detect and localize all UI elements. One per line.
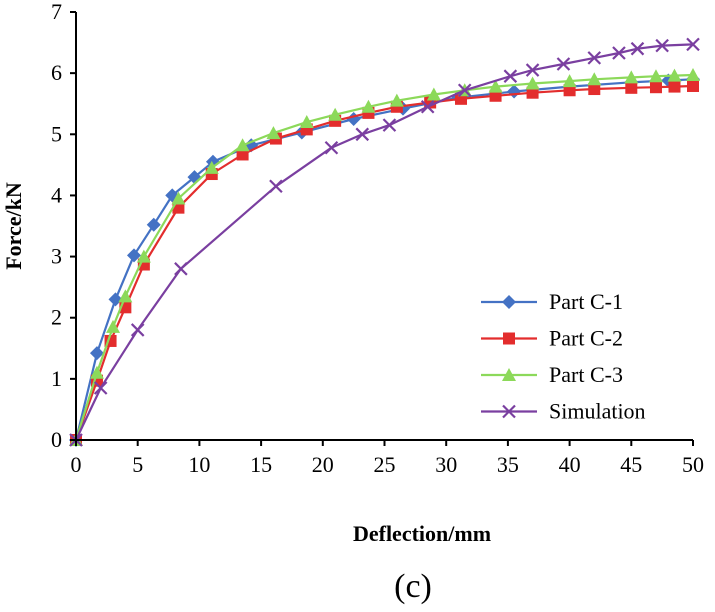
x-tick-label: 40: [559, 452, 581, 477]
data-point-simulation: [556, 57, 571, 71]
data-point-part-c-2: [588, 83, 601, 96]
data-point-simulation: [587, 51, 602, 65]
y-tick-label: 6: [51, 60, 62, 85]
x-tick-label: 50: [682, 452, 704, 477]
data-point-part-c-1: [108, 292, 123, 307]
data-point-part-c-3: [328, 107, 343, 121]
data-point-part-c-3: [299, 115, 314, 129]
data-point-part-c-1: [346, 112, 361, 126]
data-point-part-c-2: [489, 89, 502, 102]
data-point-part-c-3: [562, 74, 577, 88]
data-point-part-c-3: [361, 99, 376, 113]
data-point-part-c-2: [687, 79, 699, 92]
legend-item-part-c-3: Part C-3: [481, 362, 623, 387]
data-point-part-c-2: [236, 148, 249, 161]
data-point-part-c-3: [235, 138, 250, 152]
y-tick-label: 2: [51, 305, 62, 330]
data-point-simulation: [269, 179, 283, 194]
legend-marker: [502, 295, 516, 309]
series-simulation: [69, 37, 700, 447]
legend-label: Part C-2: [549, 326, 623, 351]
data-point-simulation: [130, 323, 145, 337]
data-point-simulation: [655, 38, 669, 53]
legend-label: Part C-1: [549, 289, 623, 314]
y-tick-label: 4: [51, 182, 62, 207]
data-point-part-c-3: [118, 289, 133, 303]
data-point-part-c-2: [668, 80, 681, 93]
data-point-simulation: [686, 37, 700, 52]
y-tick-label: 3: [51, 244, 62, 269]
legend-label: Simulation: [549, 399, 646, 424]
data-point-simulation: [355, 127, 370, 142]
legend-label: Part C-3: [549, 362, 623, 387]
data-point-part-c-3: [587, 72, 602, 86]
data-point-part-c-3: [89, 365, 104, 379]
data-point-part-c-3: [426, 87, 441, 101]
x-tick-label: 10: [188, 452, 210, 477]
x-tick-label: 45: [620, 452, 642, 477]
legend-marker: [502, 404, 516, 419]
data-point-simulation: [525, 63, 540, 77]
x-tick-label: 35: [497, 452, 519, 477]
data-point-part-c-3: [136, 249, 151, 263]
series-part-c-2: [70, 79, 699, 446]
data-point-part-c-2: [563, 84, 576, 97]
x-tick-label: 5: [132, 452, 143, 477]
data-point-simulation: [93, 381, 108, 395]
y-axis-title: Force/kN: [1, 182, 26, 270]
y-tick-label: 0: [51, 427, 62, 452]
series-part-c-1: [69, 72, 700, 447]
data-point-part-c-1: [507, 84, 522, 99]
legend: Part C-1 Part C-2 Part C-3 Simulation: [481, 289, 646, 424]
data-point-simulation: [630, 41, 645, 56]
series-part-c-3: [69, 67, 700, 446]
x-tick-label: 0: [71, 452, 82, 477]
figure-caption: (c): [394, 568, 432, 605]
x-tick-label: 20: [312, 452, 334, 477]
legend-item-part-c-1: Part C-1: [481, 289, 623, 314]
data-point-part-c-3: [648, 69, 663, 83]
data-point-part-c-3: [266, 126, 281, 140]
data-point-part-c-3: [171, 191, 186, 205]
data-point-part-c-3: [667, 68, 682, 82]
x-axis-title: Deflection/mm: [353, 521, 491, 546]
data-point-simulation: [503, 69, 518, 83]
legend-marker: [503, 332, 515, 345]
legend-item-part-c-2: Part C-2: [481, 326, 623, 351]
data-point-part-c-2: [526, 86, 539, 99]
data-point-part-c-3: [389, 93, 404, 107]
data-point-part-c-2: [625, 81, 638, 94]
y-tick-label: 1: [51, 366, 62, 391]
data-point-part-c-3: [204, 160, 219, 174]
data-point-simulation: [420, 99, 435, 114]
legend-item-simulation: Simulation: [481, 399, 646, 424]
y-tick-label: 7: [51, 0, 62, 24]
series-layer: [69, 37, 700, 447]
data-point-part-c-3: [686, 67, 700, 81]
data-point-part-c-3: [106, 319, 121, 333]
data-point-part-c-3: [624, 70, 639, 84]
data-point-simulation: [457, 83, 472, 98]
data-point-simulation: [382, 118, 397, 132]
legend-marker: [502, 368, 516, 381]
data-point-simulation: [174, 262, 188, 276]
data-point-part-c-1: [126, 248, 141, 263]
data-point-part-c-1: [146, 217, 161, 232]
x-tick-label: 15: [250, 452, 272, 477]
data-point-part-c-1: [89, 346, 104, 361]
x-tick-label: 30: [435, 452, 457, 477]
data-point-part-c-2: [649, 81, 662, 94]
data-point-simulation: [612, 46, 626, 60]
data-point-part-c-3: [488, 79, 503, 93]
y-tick-label: 5: [51, 121, 62, 146]
data-point-simulation: [324, 140, 339, 155]
x-tick-label: 25: [374, 452, 396, 477]
series-line-simulation: [75, 43, 694, 441]
data-point-part-c-3: [525, 76, 540, 90]
